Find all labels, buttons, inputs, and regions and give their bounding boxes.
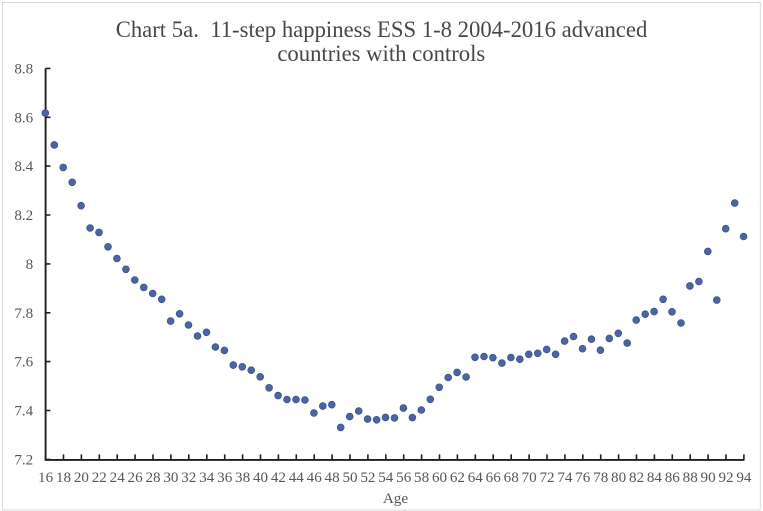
- svg-text:Age: Age: [383, 490, 409, 507]
- svg-text:54: 54: [378, 470, 394, 486]
- svg-text:92: 92: [718, 470, 733, 486]
- svg-text:94: 94: [736, 470, 752, 486]
- svg-text:86: 86: [665, 470, 681, 486]
- svg-text:74: 74: [557, 470, 573, 486]
- svg-text:36: 36: [217, 470, 233, 486]
- svg-text:8.2: 8.2: [14, 208, 33, 224]
- svg-text:countries with controls: countries with controls: [277, 41, 485, 66]
- svg-text:76: 76: [575, 470, 591, 486]
- svg-text:70: 70: [522, 470, 537, 486]
- svg-text:7.6: 7.6: [14, 355, 33, 371]
- svg-text:50: 50: [342, 470, 357, 486]
- svg-text:56: 56: [396, 470, 412, 486]
- svg-text:Chart 5a. 11-step happiness E: Chart 5a. 11-step happiness ESS 1-8 2004…: [116, 17, 648, 42]
- svg-text:68: 68: [504, 470, 519, 486]
- svg-text:28: 28: [145, 470, 160, 486]
- svg-text:72: 72: [539, 470, 554, 486]
- svg-text:78: 78: [593, 470, 608, 486]
- svg-text:88: 88: [683, 470, 698, 486]
- svg-text:90: 90: [701, 470, 716, 486]
- svg-text:58: 58: [414, 470, 429, 486]
- svg-text:24: 24: [110, 470, 126, 486]
- svg-text:34: 34: [199, 470, 215, 486]
- svg-text:82: 82: [629, 470, 644, 486]
- svg-text:7.4: 7.4: [14, 404, 33, 420]
- svg-text:84: 84: [647, 470, 663, 486]
- svg-text:8.4: 8.4: [14, 159, 33, 175]
- svg-text:7.8: 7.8: [14, 306, 33, 322]
- svg-text:52: 52: [360, 470, 375, 486]
- svg-text:8.8: 8.8: [14, 61, 33, 77]
- svg-text:62: 62: [450, 470, 465, 486]
- svg-text:44: 44: [289, 470, 305, 486]
- svg-text:38: 38: [235, 470, 250, 486]
- svg-text:48: 48: [325, 470, 340, 486]
- svg-text:30: 30: [163, 470, 178, 486]
- svg-text:42: 42: [271, 470, 286, 486]
- svg-text:18: 18: [56, 470, 71, 486]
- svg-text:8: 8: [26, 257, 34, 273]
- svg-text:40: 40: [253, 470, 268, 486]
- svg-text:8.6: 8.6: [14, 110, 33, 126]
- svg-text:46: 46: [307, 470, 323, 486]
- svg-text:20: 20: [74, 470, 89, 486]
- svg-text:80: 80: [611, 470, 626, 486]
- svg-text:22: 22: [92, 470, 107, 486]
- svg-text:26: 26: [128, 470, 144, 486]
- svg-text:66: 66: [486, 470, 502, 486]
- svg-text:16: 16: [38, 470, 54, 486]
- svg-text:32: 32: [181, 470, 196, 486]
- svg-text:7.2: 7.2: [14, 452, 33, 468]
- svg-text:64: 64: [468, 470, 484, 486]
- svg-text:60: 60: [432, 470, 447, 486]
